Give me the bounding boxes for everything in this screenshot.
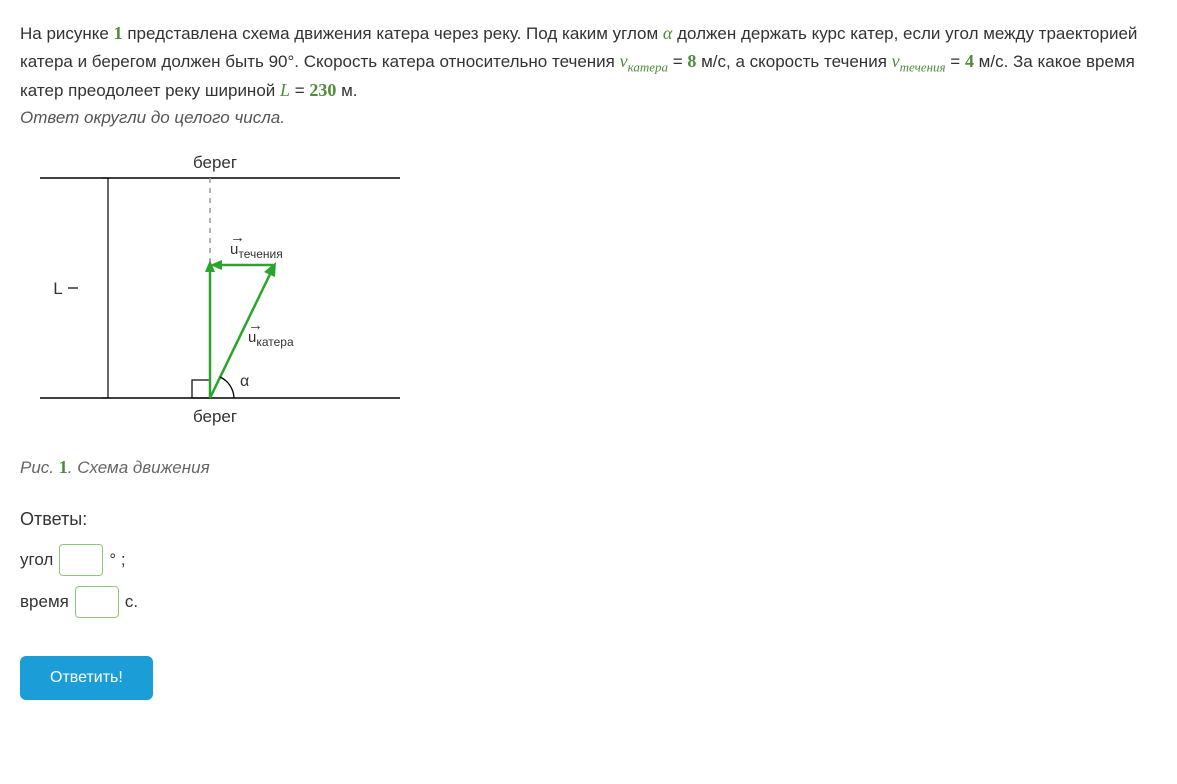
svg-text:uкатера: uкатера [248, 329, 294, 349]
var-v-boat: v [620, 51, 628, 71]
angle-label: угол [20, 547, 53, 573]
val-L: 230 [309, 80, 336, 100]
text: = [290, 81, 309, 100]
figure-number: 1 [114, 23, 123, 43]
shore-top-label: берег [193, 153, 237, 172]
text: На рисунке [20, 24, 114, 43]
text: м/с, а скорость течения [696, 52, 891, 71]
text: представлена схема движения катера через… [123, 24, 663, 43]
sub-current: течения [900, 59, 946, 74]
caption-post: . Схема движения [68, 458, 210, 477]
var-L: L [280, 80, 290, 100]
answer-angle-row: угол ° ; [20, 544, 1157, 576]
figure-caption: Рис. 1. Схема движения [20, 454, 1157, 482]
time-input[interactable] [75, 586, 119, 618]
var-alpha: α [663, 23, 672, 43]
text: = [946, 52, 965, 71]
angle-unit: ° ; [109, 547, 125, 573]
text: = [668, 52, 687, 71]
submit-button[interactable]: Ответить! [20, 656, 153, 700]
right-angle-marker [192, 380, 210, 398]
L-label: L [53, 279, 62, 298]
diagram: берег берег L → uтечения [20, 150, 1157, 438]
var-v-current: v [892, 51, 900, 71]
val-v-current: 4 [965, 51, 974, 71]
caption-num: 1 [59, 457, 68, 477]
shore-bottom-label: берег [193, 407, 237, 426]
text: м. [336, 81, 357, 100]
alpha-arc [220, 377, 234, 398]
angle-input[interactable] [59, 544, 103, 576]
caption-pre: Рис. [20, 458, 59, 477]
time-unit: с. [125, 589, 138, 615]
svg-text:uтечения: uтечения [230, 241, 283, 261]
time-label: время [20, 589, 69, 615]
alpha-label: α [240, 373, 249, 390]
answer-time-row: время с. [20, 586, 1157, 618]
hint: Ответ округли до целого числа. [20, 105, 1157, 131]
answers-heading: Ответы: [20, 506, 1157, 534]
problem-text: На рисунке 1 представлена схема движения… [20, 20, 1157, 132]
sub-boat: катера [628, 59, 668, 74]
